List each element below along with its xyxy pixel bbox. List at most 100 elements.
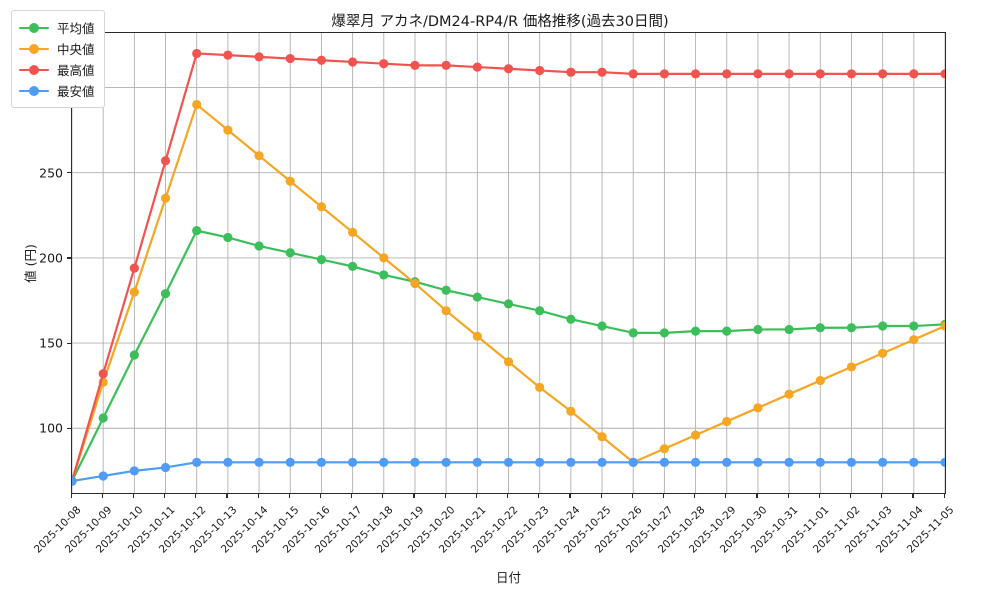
legend-label: 最安値 — [57, 84, 95, 99]
data-point — [379, 270, 389, 280]
data-point — [659, 328, 669, 338]
data-point — [659, 457, 669, 467]
legend-swatch-icon — [19, 43, 49, 55]
data-point — [628, 69, 638, 79]
x-tick-mark — [351, 494, 353, 498]
data-point — [597, 67, 607, 77]
data-point — [535, 382, 545, 392]
data-point — [441, 285, 451, 295]
data-point — [316, 55, 327, 65]
data-point — [72, 476, 77, 486]
legend-swatch-icon — [19, 85, 49, 97]
y-axis-label: 値 (円) — [22, 243, 38, 283]
data-point — [597, 432, 607, 442]
data-point — [878, 69, 888, 79]
data-point — [909, 457, 919, 467]
data-point — [129, 466, 139, 476]
data-point — [846, 362, 857, 372]
x-tick-mark — [943, 494, 945, 498]
data-point — [441, 60, 451, 70]
data-point — [878, 321, 888, 331]
data-point — [722, 69, 732, 79]
legend-item-1[interactable]: 中央値 — [19, 38, 95, 59]
x-tick-mark — [600, 494, 602, 498]
data-point — [909, 321, 919, 331]
data-point — [535, 65, 545, 76]
data-point — [129, 263, 139, 273]
data-point — [597, 457, 607, 467]
x-tick-mark — [319, 494, 322, 498]
data-point — [878, 457, 888, 467]
data-point — [503, 357, 514, 367]
data-point — [628, 457, 638, 467]
data-point — [223, 125, 233, 135]
data-point — [690, 457, 701, 467]
data-point — [753, 69, 763, 79]
data-point — [254, 52, 264, 62]
legend-label: 平均値 — [57, 21, 95, 36]
x-tick-mark — [70, 494, 72, 498]
data-point — [98, 369, 108, 379]
data-point — [223, 232, 233, 243]
data-point — [98, 471, 108, 481]
data-point — [192, 226, 202, 236]
data-point — [690, 430, 701, 440]
data-point — [129, 287, 139, 297]
x-tick-mark — [694, 494, 696, 498]
legend-item-0[interactable]: 平均値 — [19, 17, 95, 38]
x-tick-mark — [569, 494, 571, 498]
data-point — [566, 457, 576, 467]
x-tick-mark — [132, 494, 135, 498]
data-point — [535, 306, 545, 316]
data-point — [192, 457, 202, 467]
legend-label: 中央値 — [57, 42, 95, 57]
data-point — [909, 69, 919, 79]
data-point — [285, 53, 295, 64]
plot-svg — [72, 33, 945, 493]
chart-title: 爆翠月 アカネ/DM24-RP4/R 価格推移(過去30日間) — [331, 14, 669, 30]
x-tick-mark — [382, 494, 384, 498]
data-point — [223, 457, 233, 467]
data-point — [379, 59, 389, 69]
data-point — [441, 306, 451, 316]
data-point — [348, 261, 358, 272]
x-axis-tick-labels: 2025-10-08 2025-10-09 2025-10-10 2025-10-11… — [32, 494, 956, 570]
y-tick-mark — [67, 172, 71, 174]
data-point — [410, 60, 420, 70]
x-tick-mark — [444, 494, 446, 498]
data-point — [784, 389, 794, 399]
data-point — [784, 324, 794, 335]
data-point — [628, 328, 638, 338]
data-point — [285, 176, 295, 186]
data-point — [379, 457, 389, 467]
data-point — [846, 323, 857, 333]
x-tick-mark — [725, 494, 727, 498]
data-point — [940, 321, 945, 331]
data-point — [160, 289, 171, 299]
data-point — [254, 457, 264, 467]
data-point — [846, 457, 857, 467]
legend-item-2[interactable]: 最高値 — [19, 59, 95, 80]
data-point — [503, 64, 514, 74]
data-point — [815, 323, 825, 333]
data-point — [535, 457, 545, 467]
x-tick-mark — [912, 494, 914, 498]
legend-label: 最高値 — [57, 63, 95, 78]
data-point — [566, 314, 576, 324]
data-point — [690, 69, 701, 79]
data-point — [566, 67, 576, 77]
data-point — [192, 99, 202, 110]
data-point — [659, 69, 669, 79]
data-point — [690, 326, 701, 336]
data-point — [316, 254, 327, 265]
y-tick-label: 150 — [39, 335, 63, 351]
legend-item-3[interactable]: 最安値 — [19, 80, 95, 101]
data-point — [722, 457, 732, 467]
y-tick-mark — [67, 427, 71, 429]
data-point — [909, 335, 919, 345]
x-tick-mark — [195, 494, 197, 498]
data-point — [503, 299, 514, 309]
data-point — [410, 278, 420, 289]
data-point — [846, 69, 857, 79]
